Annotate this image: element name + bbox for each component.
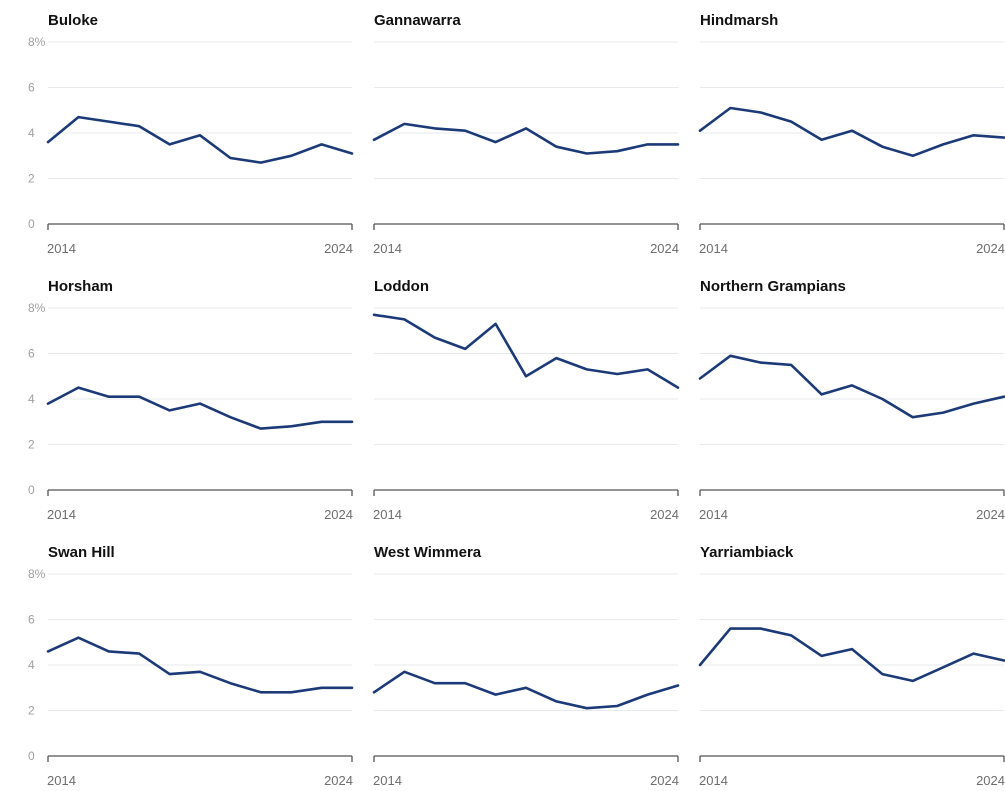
y-tick-label: 0 [28,217,35,231]
series-line [372,122,680,155]
series-line [46,636,354,694]
panel-title: Yarriambiack [700,544,794,561]
y-tick-label: 8% [28,301,46,315]
series-line [698,627,1005,683]
y-tick-label: 6 [28,81,35,95]
series-line [372,670,680,710]
panel-northern-grampians: Northern Grampians 2014 2024 [698,278,1005,522]
series-line [372,313,680,389]
panel-hindmarsh: Hindmarsh 2014 2024 [698,12,1005,256]
y-tick-label: 2 [28,172,35,186]
y-tick-label: 4 [28,658,35,672]
x-tick-label: 2014 [699,507,728,522]
x-tick-label: 2024 [324,773,353,788]
y-tick-label: 6 [28,347,35,361]
panel-west-wimmera: West Wimmera 2014 2024 [372,544,680,788]
panel-horsham: Horsham 0 2 4 6 8% 2014 2024 [28,278,354,522]
x-tick-label: 2024 [324,241,353,256]
panel-title: West Wimmera [374,544,482,561]
y-tick-label: 0 [28,483,35,497]
panel-title: Loddon [374,278,429,295]
x-tick-label: 2024 [650,241,679,256]
y-tick-label: 4 [28,392,35,406]
panel-gannawarra: Gannawarra 2014 2024 [372,12,680,256]
y-tick-label: 8% [28,567,46,581]
x-tick-label: 2014 [373,507,402,522]
series-line [46,115,354,164]
series-line [46,386,354,430]
panel-title: Gannawarra [374,12,461,29]
x-tick-label: 2024 [324,507,353,522]
x-tick-label: 2014 [699,773,728,788]
x-tick-label: 2014 [699,241,728,256]
x-tick-label: 2024 [650,507,679,522]
x-tick-label: 2014 [373,773,402,788]
x-tick-label: 2024 [976,241,1005,256]
y-tick-label: 0 [28,749,35,763]
y-tick-label: 2 [28,704,35,718]
x-tick-label: 2014 [47,773,76,788]
panel-title: Northern Grampians [700,278,846,295]
y-tick-label: 4 [28,126,35,140]
x-tick-label: 2014 [47,241,76,256]
panel-yarriambiack: Yarriambiack 2014 2024 [698,544,1005,788]
panel-title: Buloke [48,12,98,29]
series-line [698,354,1005,419]
x-tick-label: 2014 [47,507,76,522]
panel-title: Hindmarsh [700,12,778,29]
panel-buloke: Buloke 0 2 4 6 8% 2014 2024 [28,12,354,256]
panel-title: Horsham [48,278,113,295]
y-tick-label: 6 [28,613,35,627]
x-tick-label: 2024 [976,773,1005,788]
panel-swan-hill: Swan Hill 0 2 4 6 8% 2014 2024 [28,544,354,788]
x-tick-label: 2014 [373,241,402,256]
series-line [698,106,1005,158]
y-tick-label: 2 [28,438,35,452]
x-tick-label: 2024 [976,507,1005,522]
x-tick-label: 2024 [650,773,679,788]
panel-title: Swan Hill [48,544,115,561]
y-tick-label: 8% [28,35,46,49]
panel-loddon: Loddon 2014 2024 [372,278,680,522]
